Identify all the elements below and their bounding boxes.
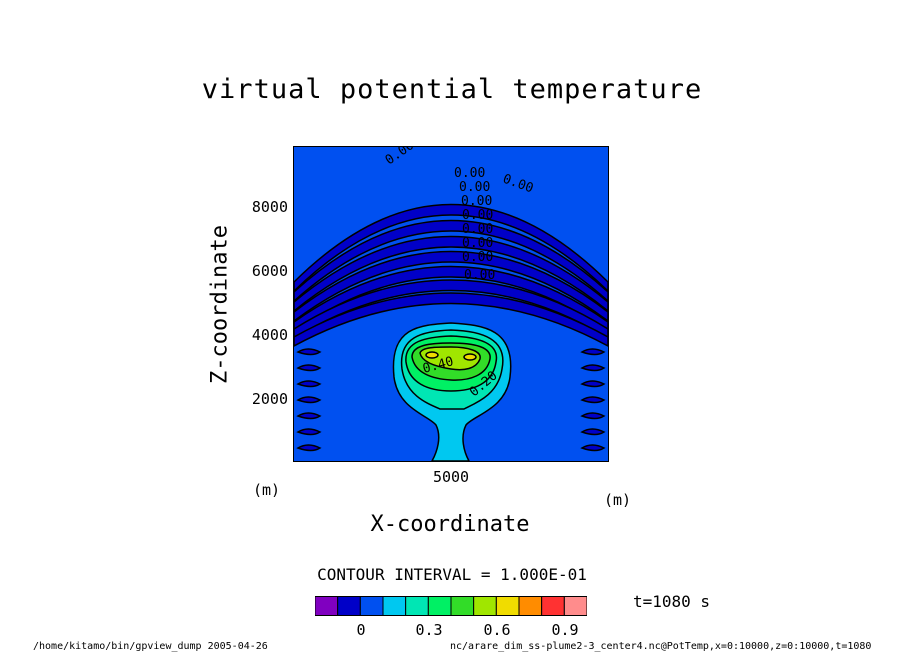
contour-band	[425, 351, 439, 359]
contour-field: 0.000.00 0.000.000.000.000.000.000.000.00…	[293, 138, 609, 462]
contour-band	[296, 380, 322, 388]
colorbar-swatch	[473, 596, 497, 616]
contour-band	[580, 428, 606, 436]
y-tick-label: 4000	[251, 326, 288, 344]
contour-band	[580, 364, 606, 372]
colorbar-swatch	[315, 596, 339, 616]
y-tick-label: 8000	[251, 198, 288, 216]
footer-right: nc/arare_dim_ss-plume2-3_center4.nc@PotT…	[450, 641, 872, 652]
chart-title: virtual potential temperature	[201, 74, 703, 105]
footer-left: /home/kitamo/bin/gpview_dump 2005-04-26	[33, 641, 268, 652]
colorbar-swatch	[382, 596, 407, 616]
contour-label: 0.00	[459, 180, 490, 195]
time-label: t=1080 s	[633, 592, 711, 611]
contour-band	[296, 396, 322, 404]
y-tick-label: 6000	[251, 262, 288, 280]
contour-label: 0.00	[461, 194, 492, 209]
x-axis-unit: (m)	[604, 491, 632, 509]
contour-label: 0.00	[462, 208, 493, 223]
contour-band	[580, 412, 606, 420]
contour-band	[580, 380, 606, 388]
colorbar-swatch	[450, 596, 475, 616]
colorbar-swatch	[405, 596, 429, 616]
contour-band	[296, 364, 322, 372]
colorbar	[315, 596, 587, 616]
x-tick-label: 5000	[432, 468, 470, 486]
contour-label: 0.00	[462, 250, 493, 265]
colorbar-swatch	[495, 596, 520, 616]
contour-band	[580, 348, 606, 356]
contour-band	[463, 353, 477, 361]
contour-label: 0.00	[464, 268, 495, 283]
contour-band	[580, 396, 606, 404]
contour-label: 0.00	[462, 222, 493, 237]
colorbar-tick-label: 0.6	[483, 621, 511, 639]
contour-label: 0.00	[462, 236, 493, 251]
colorbar-tick-label: 0.9	[551, 621, 579, 639]
contour-label: 0.00	[454, 166, 485, 181]
x-axis-label: X-coordinate	[370, 512, 530, 537]
plot-area: 0.00 0.00 0.00 0.00 0.00 0.00 0.00 0.00 0.00 0.00…	[293, 138, 609, 462]
contour-interval-label: CONTOUR INTERVAL = 1.000E-01	[317, 565, 587, 584]
y-axis-label: Z-coordinate	[207, 225, 233, 384]
colorbar-swatch	[359, 596, 384, 616]
contour-band	[296, 428, 322, 436]
colorbar-tick-label: 0.3	[415, 621, 443, 639]
contour-band	[580, 444, 606, 452]
colorbar-swatch	[541, 596, 565, 616]
colorbar-swatch	[337, 596, 361, 616]
colorbar-tick-label: 0	[356, 621, 366, 639]
contour-band	[296, 412, 322, 420]
contour-band	[296, 444, 322, 452]
colorbar-swatch	[563, 596, 587, 616]
y-axis-unit: (m)	[253, 481, 281, 499]
y-tick-label: 2000	[251, 390, 288, 408]
colorbar-swatch	[518, 596, 543, 616]
contour-band	[296, 348, 322, 356]
colorbar-swatch	[427, 596, 452, 616]
